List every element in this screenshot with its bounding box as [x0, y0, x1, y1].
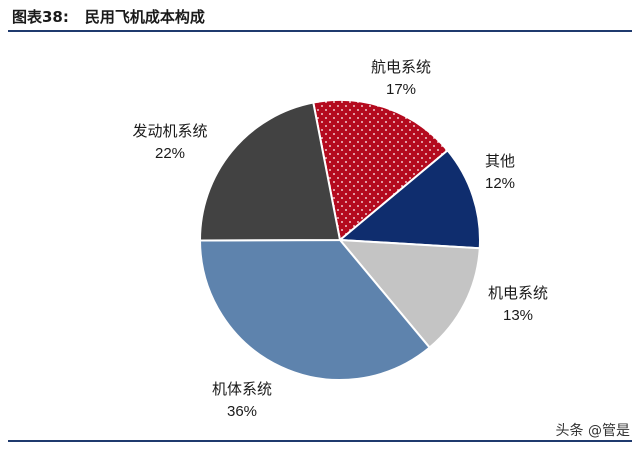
slice-value-2: 13% — [503, 307, 533, 324]
bottom-divider — [8, 440, 632, 442]
slice-label-3: 机体系统 — [212, 380, 272, 398]
slice-label-2: 机电系统 — [488, 284, 548, 302]
slice-value-4: 22% — [155, 145, 185, 162]
slice-label-1: 其他 — [485, 152, 515, 170]
slice-value-1: 12% — [485, 175, 515, 192]
pie-slices — [200, 100, 480, 380]
slice-label-4: 发动机系统 — [132, 122, 207, 140]
watermark: 头条 @管是 — [556, 420, 630, 440]
slice-value-0: 17% — [386, 81, 416, 98]
slice-label-0: 航电系统 — [371, 58, 431, 76]
slice-value-3: 36% — [227, 403, 257, 420]
